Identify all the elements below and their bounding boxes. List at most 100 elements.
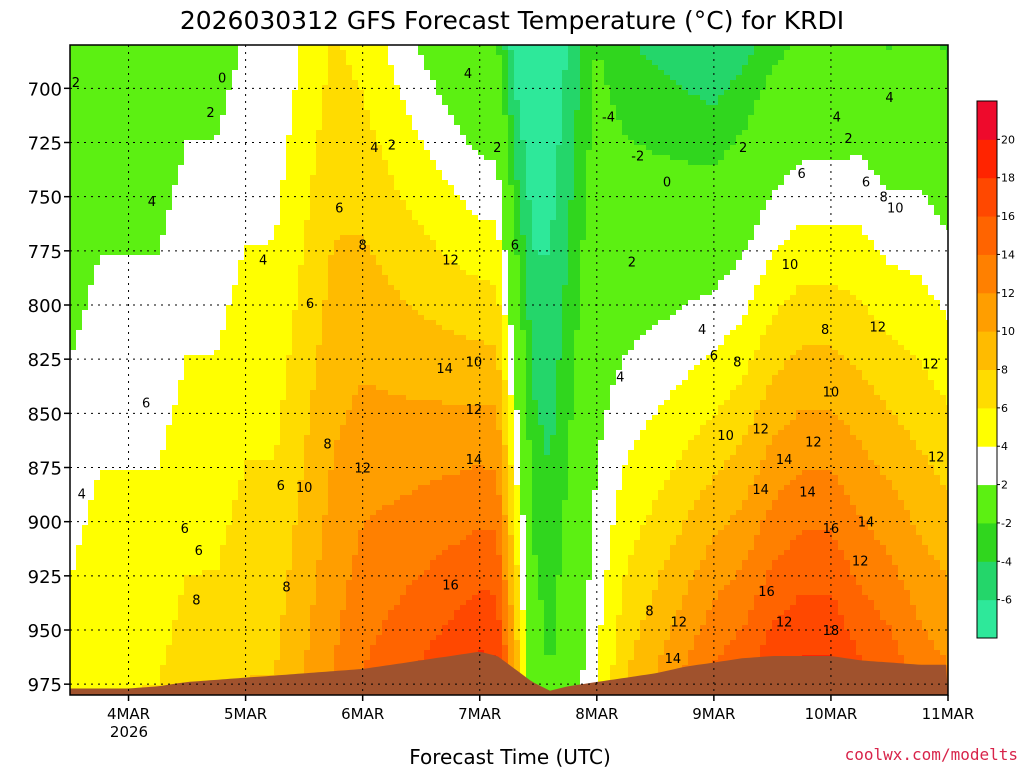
field-cell [670,470,677,546]
field-cell [766,200,773,261]
colorbar-tick-label: 20 [1001,133,1015,146]
field-cell [400,100,407,201]
field-cell [826,45,833,161]
field-cell [742,625,749,686]
field-cell [460,405,467,471]
field-cell [832,225,839,286]
field-cell [190,575,197,695]
field-cell [532,400,539,556]
field-cell [844,560,851,631]
field-cell [442,105,449,181]
field-cell [388,285,395,396]
field-cell [634,340,641,441]
contour-label: 2 [844,132,852,147]
field-cell [760,45,767,91]
field-cell [754,45,761,101]
field-cell [790,230,797,296]
field-cell [580,670,587,695]
field-cell [892,45,899,191]
field-cell [766,325,773,386]
field-cell [712,45,719,106]
field-cell [874,45,881,176]
field-cell [154,255,161,471]
field-cell [700,625,707,691]
field-cell [706,610,713,676]
field-cell [700,165,707,296]
field-cell [556,45,563,146]
field-cell [532,250,539,401]
contour-label: 0 [218,72,226,87]
field-cell [502,445,509,516]
field-cell [610,525,617,666]
y-tick-label: 775 [28,242,62,263]
field-cell [190,355,197,576]
field-cell [934,215,941,301]
field-cell [724,400,731,461]
field-cell [430,80,437,161]
field-cell [700,425,707,491]
field-cell [586,45,593,151]
field-cell [448,545,455,621]
field-cell [442,405,449,476]
field-cell [682,160,689,306]
field-cell [394,500,401,606]
field-cell [376,390,383,511]
field-cell [676,460,683,536]
field-cell [556,145,563,361]
field-cell [730,145,737,271]
field-cell [622,355,629,466]
field-cell [352,235,359,396]
contour-label: 10 [296,481,313,496]
field-cell [214,135,221,351]
field-cell [874,395,881,466]
field-cell [508,115,515,186]
field-cell [868,460,875,531]
field-cell [910,525,917,606]
field-cell [196,140,203,356]
field-cell [862,235,869,306]
field-cell [688,95,695,166]
field-cell [814,45,821,161]
field-cell [772,65,779,191]
field-cell [112,470,119,691]
field-cell [808,160,815,226]
field-cell [604,85,611,411]
field-cell [832,415,839,476]
field-cell [790,480,797,541]
field-cell [874,540,881,611]
field-cell [814,595,821,656]
field-cell [364,110,371,246]
field-cell [808,225,815,286]
field-cell [478,340,485,406]
field-cell [682,450,689,521]
field-cell [220,45,227,116]
colorbar-swatch [977,254,997,294]
field-cell [754,410,761,476]
contour-label: 4 [464,67,472,82]
field-cell [262,460,269,676]
field-cell [274,445,281,661]
field-cell [430,320,437,401]
field-cell [100,470,107,691]
colorbar-swatch [977,446,997,486]
field-cell [172,405,179,621]
field-cell [166,210,173,426]
field-cell [844,225,851,291]
field-cell [820,225,827,286]
field-cell [346,45,353,66]
field-cell [184,355,191,576]
field-cell [868,530,875,601]
field-cell [460,270,467,336]
field-cell [394,605,401,695]
field-cell [916,45,923,191]
field-cell [178,165,185,381]
field-cell [520,140,527,236]
field-cell [796,45,803,166]
plot-frame [69,44,949,696]
field-cell [142,255,149,471]
field-cell [184,45,191,141]
field-cell [442,180,449,256]
field-cell [706,485,713,546]
field-cell [190,45,197,141]
field-cell [520,330,527,516]
